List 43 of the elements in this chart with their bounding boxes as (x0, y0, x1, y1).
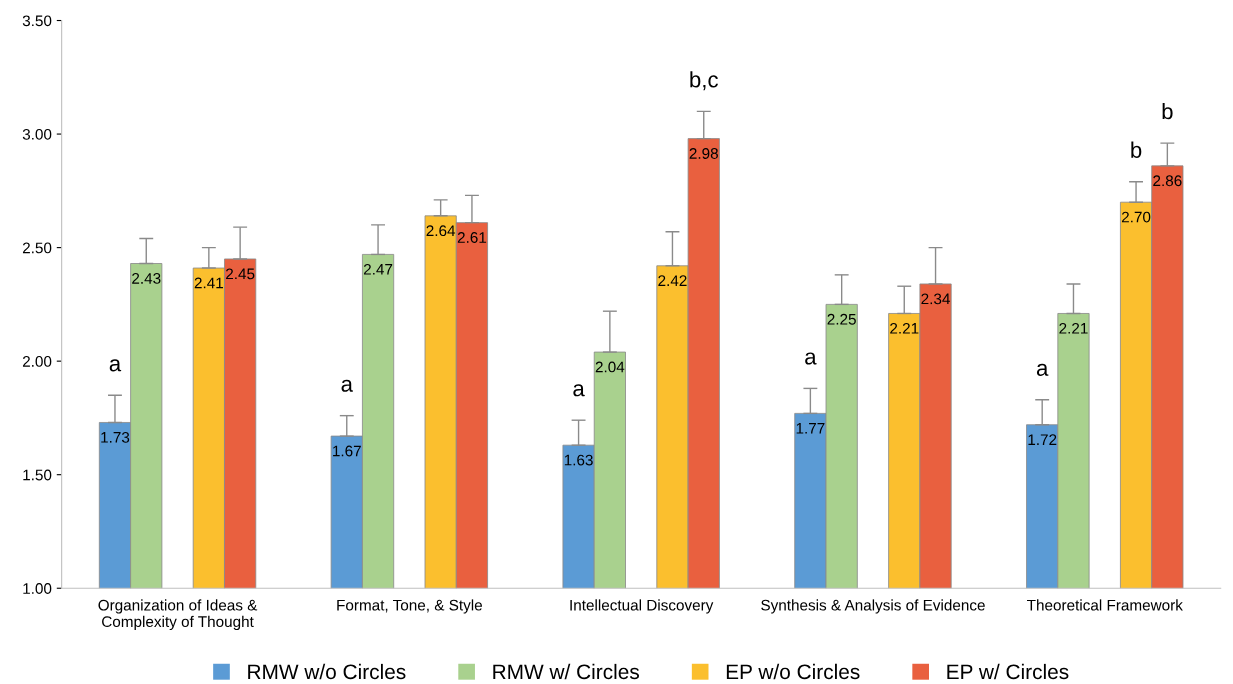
data-label: 1.72 (1028, 434, 1057, 445)
data-label: 2.25 (827, 313, 856, 325)
x-tick-label: Theoretical Framework (1027, 599, 1183, 611)
annotation: b (1162, 102, 1173, 120)
data-label: 2.21 (1059, 322, 1088, 334)
data-label: 2.98 (689, 148, 718, 159)
legend-label: RMW w/ Circles (493, 663, 639, 680)
y-tick-label: 1.50 (23, 469, 52, 481)
data-label: 2.41 (194, 277, 223, 289)
data-label: 2.21 (890, 322, 919, 334)
data-label: 2.34 (921, 293, 950, 305)
x-tick-label: Synthesis & Analysis of Evidence (761, 599, 985, 614)
data-label: 2.45 (226, 268, 255, 280)
annotation: a (341, 379, 353, 392)
data-label: 2.86 (1153, 175, 1182, 187)
data-label: 1.73 (101, 431, 130, 443)
legend-label: EP w/o Circles (726, 663, 860, 680)
annotation: a (805, 352, 817, 365)
legend-label: RMW w/o Circles (248, 663, 406, 680)
y-tick-label: 2.00 (22, 356, 52, 367)
x-tick-label: Format, Tone, & Style (337, 599, 482, 614)
data-label: 2.70 (1121, 211, 1151, 223)
data-label: 2.61 (457, 232, 487, 243)
y-tick-label: 2.50 (22, 242, 52, 254)
y-tick-label: 3.50 (22, 15, 52, 27)
x-tick-label: Organization of Ideas & Complexity of Thought (98, 599, 258, 631)
data-label: 1.67 (333, 445, 361, 457)
data-label: 2.64 (426, 225, 456, 237)
annotation: a (573, 384, 585, 397)
x-tick-label: Intellectual Discovery (570, 599, 714, 614)
data-label: 2.47 (363, 263, 393, 275)
y-tick-label: 1.00 (23, 583, 52, 594)
annotation: b,c (690, 71, 718, 91)
data-label: 2.42 (658, 275, 687, 286)
data-label: 1.77 (796, 423, 825, 434)
data-label: 2.04 (595, 361, 625, 373)
data-label: 2.43 (132, 272, 161, 284)
legend-label: EP w/ Circles (947, 663, 1069, 680)
annotation: a (1036, 363, 1049, 376)
annotation: b (1131, 141, 1142, 158)
annotation: a (109, 359, 122, 372)
data-label: 1.63 (564, 454, 593, 466)
y-tick-label: 3.00 (22, 128, 52, 140)
